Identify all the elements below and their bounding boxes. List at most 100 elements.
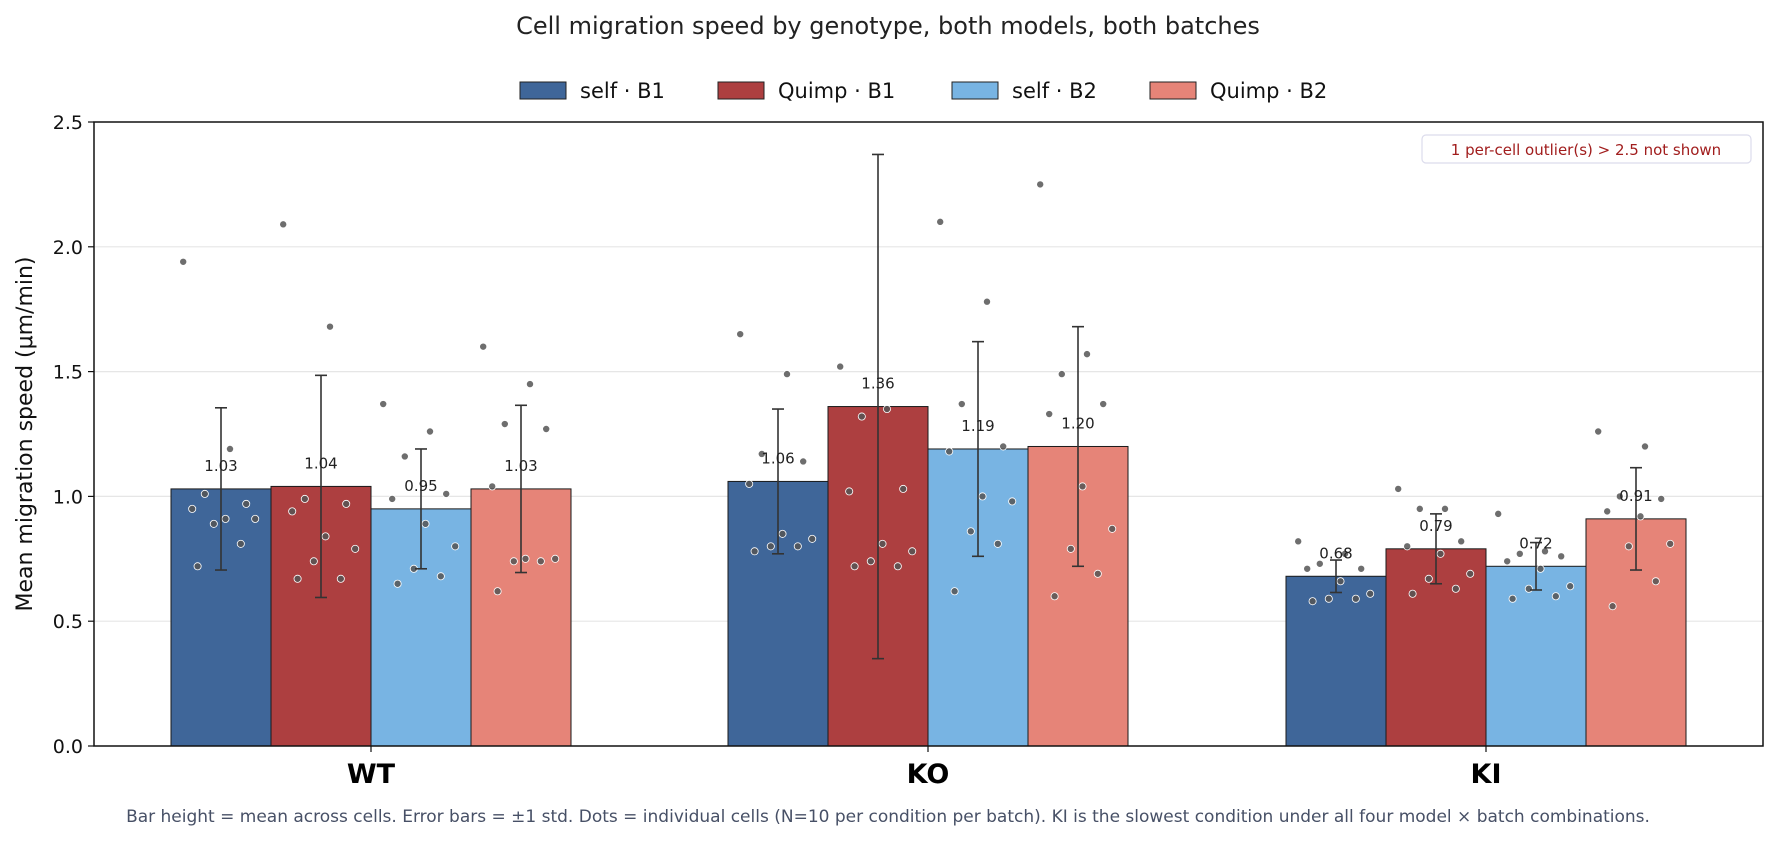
- legend-label: Quimp · B1: [778, 79, 895, 103]
- cell-dot: [1524, 584, 1533, 593]
- outlier-note-box: [1421, 134, 1752, 164]
- cell-dot: [1457, 537, 1466, 546]
- cell-dot: [342, 499, 351, 508]
- cell-dot: [857, 412, 866, 421]
- cell-dot: [936, 217, 945, 226]
- y-tick-label: 2.5: [53, 112, 83, 134]
- cell-dot: [1636, 512, 1645, 521]
- outlier-note-text: 1 per-cell outlier(s) > 2.5 not shown: [1451, 141, 1721, 159]
- bar-value-labels: 1.03 1.04 0.95 1.03 1.06 1.36 1.19 1.20 0.68 0.79…: [204, 375, 1652, 563]
- cell-dot: [493, 587, 502, 596]
- cell-dot: [1466, 569, 1475, 578]
- cell-dot: [908, 547, 917, 556]
- cell-dot: [479, 342, 488, 351]
- bar-value-label: 1.20: [1061, 414, 1094, 432]
- cell-dot: [993, 539, 1002, 548]
- cell-dot: [883, 405, 892, 414]
- cell-dot: [436, 572, 445, 581]
- x-tick-label: KI: [1471, 759, 1502, 790]
- cell-dot: [1315, 559, 1324, 568]
- cell-dot: [1336, 577, 1345, 586]
- cell-dot: [1403, 542, 1412, 551]
- cell-dot: [736, 330, 745, 339]
- bar-value-label: 0.91: [1619, 487, 1652, 505]
- cell-dot: [757, 449, 766, 458]
- cell-dot: [978, 492, 987, 501]
- cell-dot: [1541, 547, 1550, 556]
- cell-dot: [279, 220, 288, 229]
- cell-dot: [1451, 584, 1460, 593]
- cell-dot: [1057, 370, 1066, 379]
- cell-dot: [351, 544, 360, 553]
- bar: [1485, 565, 1587, 747]
- cell-dot: [945, 447, 954, 456]
- cell-dot: [442, 489, 451, 498]
- legend: self · B1 Quimp · B1 self · B2 Quimp · B2: [519, 79, 1327, 103]
- cell-dot: [1494, 509, 1503, 518]
- y-axis: 0.0 0.5 1.0 1.5 2.0 2.5: [53, 112, 94, 758]
- cell-dot: [1536, 564, 1545, 573]
- cell-dot: [1324, 594, 1333, 603]
- cell-dot: [288, 507, 297, 516]
- cell-dot: [1608, 602, 1617, 611]
- cell-dot: [950, 587, 959, 596]
- cell-dot: [451, 542, 460, 551]
- y-axis-label: Mean migration speed (μm/min): [13, 256, 38, 611]
- cell-dot: [179, 257, 188, 266]
- bar-value-label: 1.19: [961, 417, 994, 435]
- cell-dot: [1424, 574, 1433, 583]
- cell-dot: [1436, 549, 1445, 558]
- cell-dot: [1408, 589, 1417, 598]
- cell-dot: [236, 539, 245, 548]
- cell-dot: [850, 562, 859, 571]
- cell-dot: [1308, 597, 1317, 606]
- cell-dot: [1066, 544, 1075, 553]
- cell-dot: [957, 400, 966, 409]
- cell-dot: [1078, 482, 1087, 491]
- cell-dot: [1551, 592, 1560, 601]
- cell-dot: [1441, 504, 1450, 513]
- cell-dot: [1303, 564, 1312, 573]
- cell-dot: [966, 527, 975, 536]
- bar-value-label: 0.79: [1419, 517, 1452, 535]
- legend-label: self · B1: [580, 79, 665, 103]
- cell-dot: [893, 562, 902, 571]
- cell-dot: [1093, 569, 1102, 578]
- cell-dots: [179, 180, 1675, 611]
- cell-dot: [1508, 594, 1517, 603]
- cell-dot: [1008, 497, 1017, 506]
- cell-dot: [1366, 589, 1375, 598]
- cell-dot: [1108, 524, 1117, 533]
- cell-dot: [188, 504, 197, 513]
- caption: Bar height = mean across cells. Error ba…: [126, 807, 1650, 827]
- chart-title: Cell migration speed by genotype, both m…: [516, 12, 1260, 40]
- legend-swatch: [717, 81, 765, 100]
- cell-dot: [193, 562, 202, 571]
- legend-swatch: [519, 81, 567, 100]
- cell-dot: [242, 499, 251, 508]
- bar: [1285, 575, 1387, 747]
- bar-value-label: 1.04: [304, 454, 337, 472]
- bar-value-label: 1.03: [204, 457, 237, 475]
- error-bars: [215, 153, 1642, 660]
- cell-dot: [400, 452, 409, 461]
- cell-dot: [1294, 537, 1303, 546]
- cell-dot: [1415, 504, 1424, 513]
- x-tick-label: KO: [907, 759, 950, 790]
- cell-dot: [1615, 492, 1624, 501]
- cell-dot: [209, 519, 218, 528]
- bar-value-label: 1.03: [504, 457, 537, 475]
- bar-value-label: 0.95: [404, 477, 437, 495]
- cell-dot: [808, 534, 817, 543]
- legend-swatch: [951, 81, 999, 100]
- cell-dot: [793, 542, 802, 551]
- cell-dot: [421, 519, 430, 528]
- cell-dot: [509, 557, 518, 566]
- cell-dot: [745, 479, 754, 488]
- cell-dot: [1603, 507, 1612, 516]
- cell-dot: [1666, 539, 1675, 548]
- cell-dot: [251, 514, 260, 523]
- cell-dot: [551, 554, 560, 563]
- cell-dot: [1357, 564, 1366, 573]
